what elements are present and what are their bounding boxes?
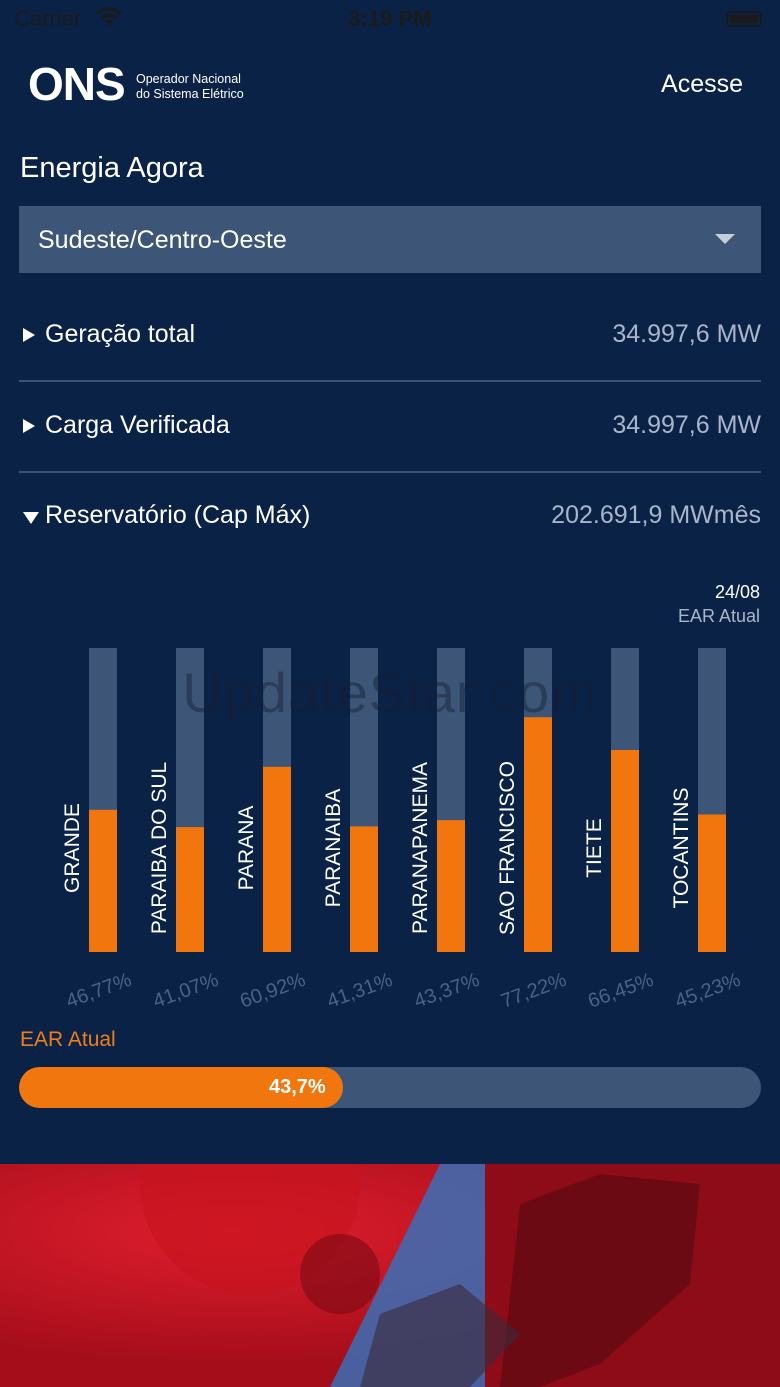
status-bar: Carrier 3:19 PM	[0, 0, 780, 40]
expand-down-icon	[23, 511, 39, 529]
metric-value: 34.997,6 MW	[612, 411, 761, 439]
wifi-icon	[94, 6, 124, 33]
ear-progress-fill	[19, 1067, 343, 1108]
metric-row-carga[interactable]: Carga Verificada 34.997,6 MW	[19, 397, 761, 457]
value-label-0: 46,77%	[63, 969, 134, 1013]
metric-value: 34.997,6 MW	[612, 320, 761, 348]
category-label-6: TIETE	[583, 818, 606, 878]
promo-banner-image[interactable]	[0, 1164, 780, 1387]
battery-icon	[726, 11, 762, 27]
logo-subtitle: Operador Nacional do Sistema Elétrico	[136, 72, 244, 102]
ear-progress-bar: 43,7%	[19, 1067, 761, 1108]
clock: 3:19 PM	[348, 6, 432, 31]
carrier-label: Carrier	[14, 6, 82, 31]
value-label-6: 66,45%	[585, 969, 656, 1013]
value-label-2: 60,92%	[237, 969, 308, 1013]
bar-3[interactable]	[350, 826, 378, 952]
page-title: Energia Agora	[20, 152, 204, 184]
divider	[19, 471, 761, 473]
expand-right-icon	[23, 328, 35, 347]
bar-6[interactable]	[611, 749, 639, 952]
ons-logo: ONS Operador Nacional do Sistema Elétric…	[28, 58, 248, 110]
logo-subtitle-line2: do Sistema Elétrico	[136, 87, 244, 101]
logo-subtitle-line1: Operador Nacional	[136, 72, 241, 86]
metric-value: 202.691,9 MWmês	[551, 501, 761, 529]
bar-2[interactable]	[263, 766, 291, 952]
expand-right-icon	[23, 419, 35, 438]
chart-date: 24/08	[714, 582, 760, 602]
category-label-4: PARANAPANEMA	[409, 762, 432, 934]
region-select-value: Sudeste/Centro-Oeste	[38, 226, 287, 254]
category-label-5: SAO FRANCISCO	[496, 761, 519, 935]
region-select[interactable]: Sudeste/Centro-Oeste	[19, 206, 761, 273]
value-label-5: 77,22%	[498, 969, 569, 1013]
chevron-down-icon	[715, 234, 735, 244]
logo-wordmark: ONS	[28, 58, 126, 110]
value-label-4: 43,37%	[411, 969, 482, 1013]
divider	[19, 380, 761, 382]
bar-7[interactable]	[698, 814, 726, 952]
value-label-3: 41,31%	[324, 969, 395, 1013]
bar-1[interactable]	[176, 827, 204, 952]
category-label-3: PARANAIBA	[322, 789, 345, 908]
category-label-2: PARANA	[235, 806, 258, 891]
category-label-7: TOCANTINS	[670, 788, 693, 909]
metric-label: Geração total	[45, 320, 196, 348]
value-label-7: 45,23%	[672, 969, 743, 1013]
reservoir-bar-chart: GRANDE 46,77% PARAIBA DO SUL 41,07% PARANA 60…	[61, 648, 744, 1013]
category-label-0: GRANDE	[61, 803, 84, 893]
bar-5[interactable]	[524, 717, 552, 952]
ear-total-label: EAR Atual	[20, 1028, 116, 1051]
metric-label: Reservatório (Cap Máx)	[45, 501, 311, 529]
metric-row-reservatorio[interactable]: Reservatório (Cap Máx) 202.691,9 MWmês	[19, 487, 761, 547]
bar-4[interactable]	[437, 820, 465, 952]
bar-0[interactable]	[89, 809, 117, 952]
login-link[interactable]: Acesse	[661, 70, 743, 98]
metric-row-geracao[interactable]: Geração total 34.997,6 MW	[19, 306, 761, 366]
ear-progress-value: 43,7%	[269, 1076, 326, 1098]
watermark: UpdateStar.com	[182, 661, 598, 724]
value-label-1: 41,07%	[150, 969, 221, 1013]
category-label-1: PARAIBA DO SUL	[148, 762, 171, 934]
chart-subtitle: EAR Atual	[677, 606, 760, 626]
metric-label: Carga Verificada	[45, 411, 230, 439]
